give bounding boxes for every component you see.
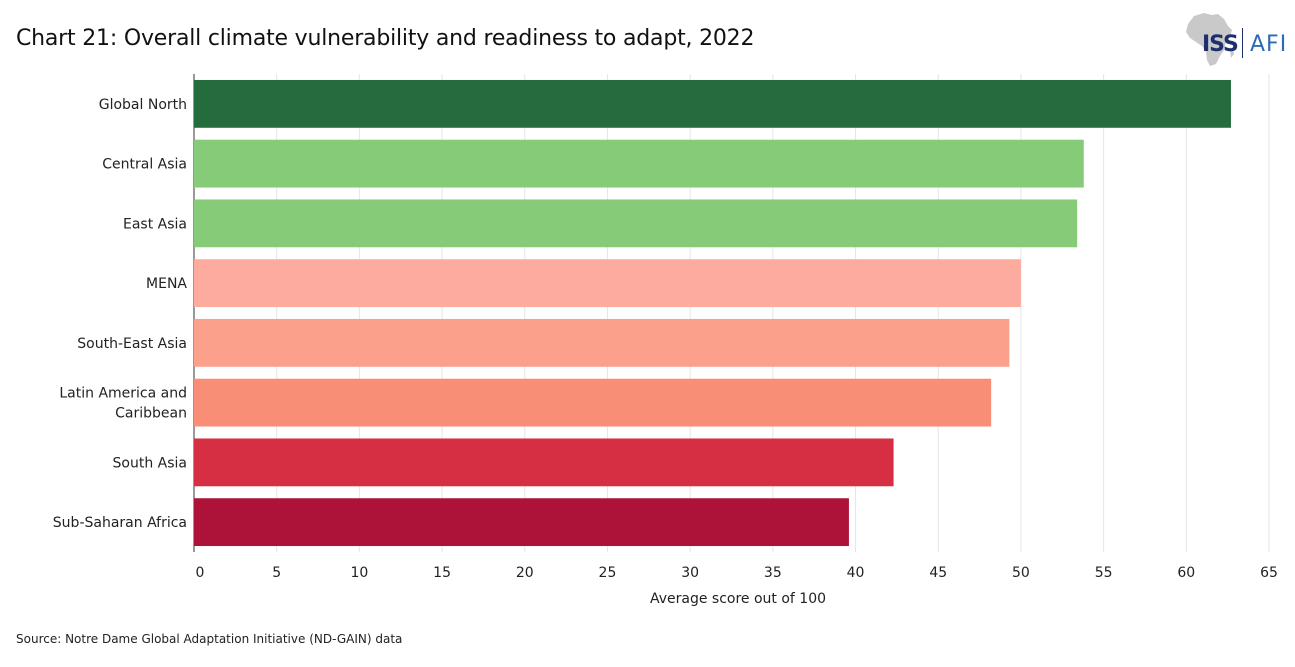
x-tick-label: 30 <box>681 565 699 581</box>
category-label: East Asia <box>123 216 187 232</box>
x-tick-label: 25 <box>599 565 617 581</box>
logo-afi-text: AFI <box>1250 32 1288 57</box>
category-label: Central Asia <box>102 157 187 173</box>
bar <box>194 498 849 547</box>
category-label: South-East Asia <box>77 336 187 352</box>
bar <box>194 318 1010 367</box>
iss-afi-logo: ISS AFI <box>1180 10 1288 72</box>
x-tick-label: 10 <box>350 565 368 581</box>
x-tick-label: 35 <box>764 565 782 581</box>
source-note: Source: Notre Dame Global Adaptation Ini… <box>16 632 403 646</box>
bar <box>194 199 1078 248</box>
x-tick-label: 0 <box>196 565 205 581</box>
category-label: Sub-Saharan Africa <box>53 515 187 531</box>
x-tick-label: 40 <box>847 565 865 581</box>
category-label: Caribbean <box>115 406 187 422</box>
bar <box>194 438 894 487</box>
x-tick-label: 55 <box>1095 565 1113 581</box>
category-label: South Asia <box>113 455 187 471</box>
logo-divider <box>1242 28 1243 58</box>
bar <box>194 139 1084 188</box>
x-tick-label: 60 <box>1177 565 1195 581</box>
x-tick-label: 50 <box>1012 565 1030 581</box>
bars <box>194 79 1231 547</box>
chart-title: Chart 21: Overall climate vulnerability … <box>16 26 755 51</box>
x-tick-labels: 0 5 10 15 20 25 30 35 40 45 50 55 60 65 <box>196 565 1278 581</box>
bar <box>194 259 1021 308</box>
category-label: MENA <box>146 276 187 292</box>
x-tick-label: 5 <box>272 565 281 581</box>
x-tick-label: 15 <box>433 565 451 581</box>
category-label: Latin America and <box>59 386 187 402</box>
category-labels: Global North Central Asia East Asia MENA Sou… <box>53 97 188 531</box>
x-axis-title: Average score out of 100 <box>650 591 826 607</box>
x-tick-label: 20 <box>516 565 534 581</box>
bar <box>194 79 1231 128</box>
x-tick-label: 45 <box>929 565 947 581</box>
x-tick-label: 65 <box>1260 565 1278 581</box>
africa-map-icon <box>1186 13 1234 66</box>
logo-iss-text: ISS <box>1202 32 1239 57</box>
category-label: Global North <box>99 97 187 113</box>
bar <box>194 378 992 427</box>
